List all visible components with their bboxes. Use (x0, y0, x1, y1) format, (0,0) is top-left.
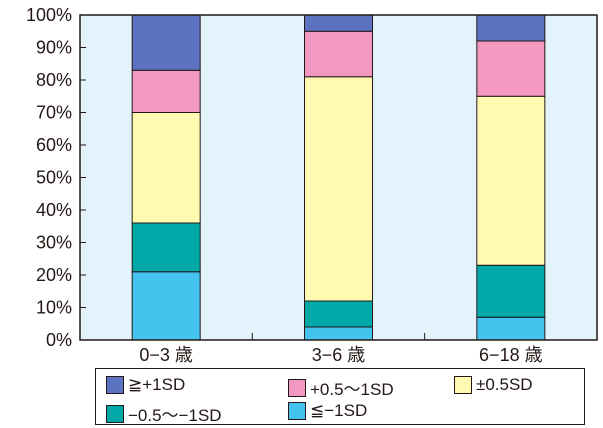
legend-swatch (106, 404, 124, 423)
y-tick-label: 0% (46, 330, 72, 350)
legend-swatch (288, 378, 306, 397)
bar-segment (304, 30, 373, 78)
legend-label: −0.5〜−1SD (128, 406, 222, 425)
bar-segment (131, 112, 201, 224)
bar-segment (304, 76, 373, 302)
legend-swatch (454, 376, 472, 394)
bar-segment (131, 69, 201, 113)
y-tick-label: 30% (36, 233, 72, 253)
x-category-label: 6−18 歳 (479, 345, 543, 365)
bar-segment (476, 264, 546, 318)
legend-swatch (106, 376, 124, 394)
bar-segment (304, 326, 373, 341)
y-tick-label: 50% (36, 168, 72, 188)
legend-label: ≦−1SD (310, 401, 368, 420)
x-category-label: 0−3 歳 (139, 345, 193, 365)
y-tick-label: 10% (36, 298, 72, 318)
bar-segment (304, 14, 373, 32)
bar-segment (476, 316, 546, 341)
bar-segment (131, 271, 201, 341)
legend-swatch (288, 402, 306, 420)
bar-segment (476, 40, 546, 97)
x-category-label: 3−6 歳 (312, 345, 366, 365)
y-tick-label: 70% (36, 103, 72, 123)
legend-label: ≧+1SD (128, 375, 186, 394)
y-tick-label: 90% (36, 38, 72, 58)
bar-segment (476, 95, 546, 266)
bar-segment (476, 14, 546, 42)
y-tick-label: 40% (36, 200, 72, 220)
y-tick-label: 20% (36, 265, 72, 285)
plot-frame (79, 14, 598, 341)
legend-item-minus1sd: ≦−1SD (288, 401, 367, 421)
bar-segment (304, 300, 373, 328)
y-tick-label: 100% (26, 5, 72, 25)
legend-label: ±0.5SD (476, 375, 533, 394)
legend-item-plus1sd: ≧+1SD (106, 375, 185, 395)
legend-item-plus05-1sd: +0.5〜1SD (288, 375, 394, 400)
legend-label: +0.5〜1SD (310, 380, 394, 399)
legend: ≧+1SD +0.5〜1SD ±0.5SD −0.5〜−1SD ≦−1SD (95, 368, 585, 425)
y-tick-label: 60% (36, 135, 72, 155)
y-tick-label: 80% (36, 70, 72, 90)
legend-item-pm05sd: ±0.5SD (454, 375, 533, 395)
bar-segment (131, 222, 201, 273)
stacked-bar-chart: 0% 10% 20% 30% 40% 50% 60% 70% 80% 90% 100% 0−3 歳 3… (26, 5, 598, 365)
legend-item-minus05-1sd: −0.5〜−1SD (106, 401, 222, 426)
bar-segment (131, 14, 201, 71)
